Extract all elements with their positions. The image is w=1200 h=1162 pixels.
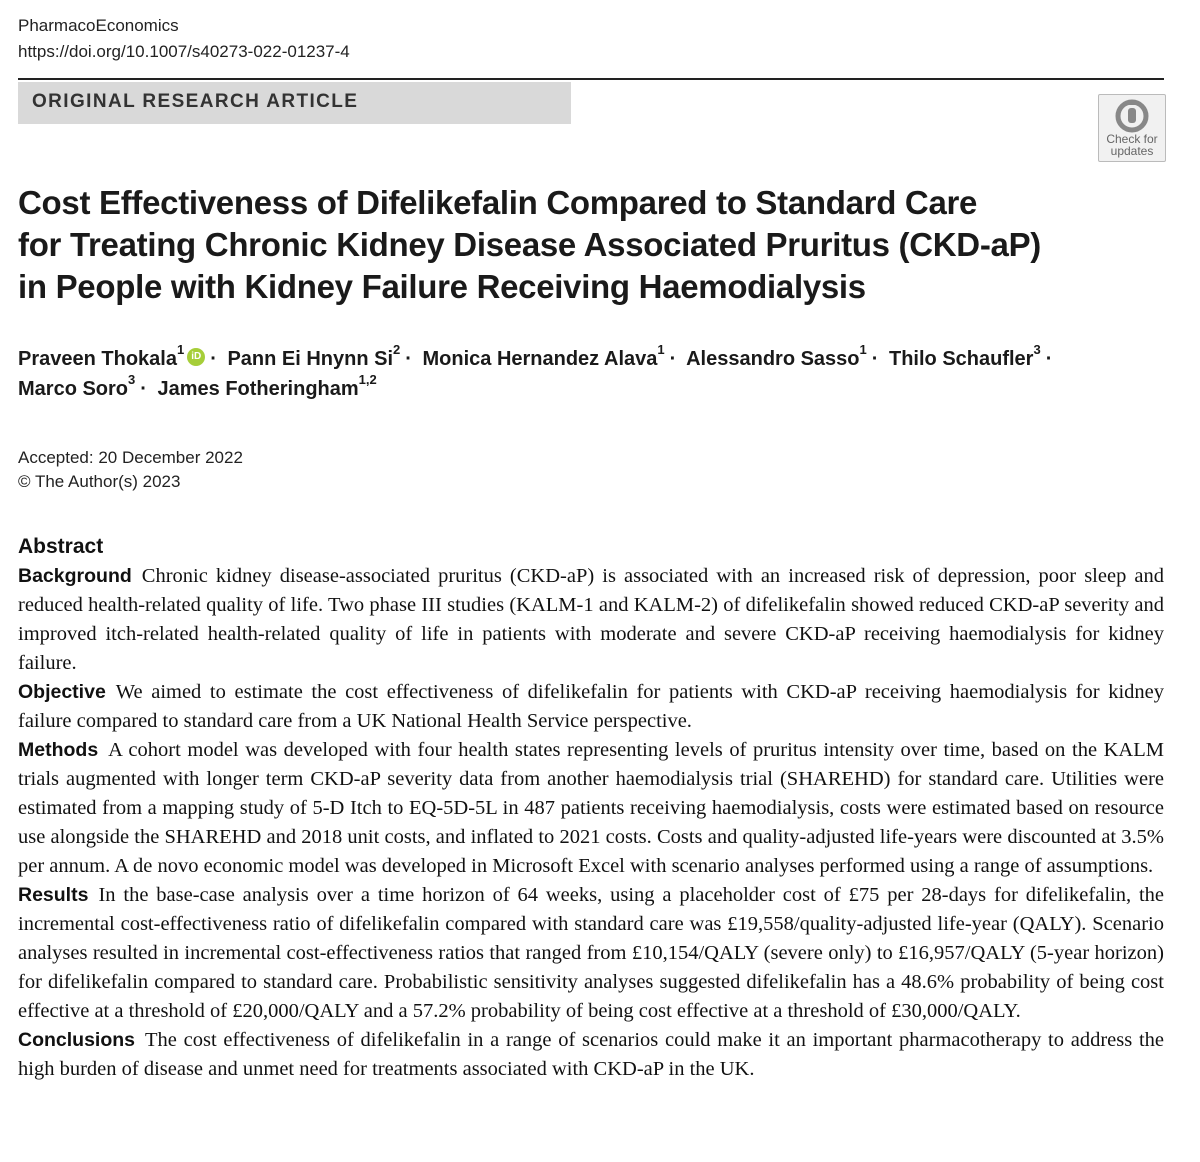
abstract-section-label: Background	[18, 565, 132, 587]
article-type-banner: ORIGINAL RESEARCH ARTICLE	[18, 82, 571, 124]
author-name[interactable]: Thilo Schaufler	[889, 348, 1034, 370]
author-name[interactable]: Marco Soro	[18, 378, 129, 400]
abstract-section-objective: Objective We aimed to estimate the cost e…	[18, 678, 1164, 736]
author-list: Praveen Thokala1 iD · Pann Ei Hnynn Si2 · M…	[18, 342, 1118, 404]
author-separator: ·	[871, 348, 879, 370]
title-line: in People with Kidney Failure Receiving …	[18, 268, 866, 305]
journal-name: PharmacoEconomics	[18, 16, 179, 35]
abstract-section-text: We aimed to estimate the cost effectiven…	[18, 681, 1164, 732]
abstract-section-background: Background Chronic kidney disease-associa…	[18, 562, 1164, 678]
author-name[interactable]: Pann Ei Hnynn Si	[227, 348, 394, 370]
author-name[interactable]: Monica Hernandez Alava	[422, 348, 658, 370]
title-line: for Treating Chronic Kidney Disease Asso…	[18, 226, 1041, 263]
author-affiliation: 3	[128, 372, 136, 388]
title-line: Cost Effectiveness of Difelikefalin Comp…	[18, 184, 978, 221]
check-updates-line2: updates	[1110, 144, 1154, 158]
orcid-icon[interactable]: iD	[187, 347, 206, 366]
author-affiliation: 1	[859, 342, 867, 358]
abstract-section-results: Results In the base-case analysis over a …	[18, 881, 1164, 1026]
author-separator: ·	[1045, 348, 1053, 370]
author-separator: ·	[669, 348, 677, 370]
author-affiliation: 3	[1033, 342, 1041, 358]
abstract-section-text: In the base-case analysis over a time ho…	[18, 884, 1164, 1022]
header-rule	[18, 78, 1164, 80]
abstract-section-conclusions: Conclusions The cost effectiveness of dif…	[18, 1026, 1164, 1084]
abstract-section-label: Results	[18, 884, 89, 906]
abstract-section-label: Objective	[18, 681, 106, 703]
doi-link[interactable]: https://doi.org/10.1007/s40273-022-01237…	[18, 42, 350, 61]
author-affiliation: 1	[657, 342, 665, 358]
author-separator: ·	[140, 378, 147, 400]
author-affiliation: 1	[176, 342, 185, 358]
accepted-date: Accepted: 20 December 2022	[18, 448, 243, 467]
check-for-updates-badge[interactable]: Check for updates	[1098, 94, 1166, 162]
abstract-section-text: Chronic kidney disease-associated prurit…	[18, 565, 1164, 674]
author-name[interactable]: Alessandro Sasso	[686, 348, 860, 370]
abstract-body: Background Chronic kidney disease-associa…	[18, 562, 1164, 1084]
author-affiliation: 1,2	[358, 372, 377, 388]
abstract-section-methods: Methods A cohort model was developed with…	[18, 736, 1164, 881]
check-updates-icon	[1115, 99, 1149, 133]
copyright-line: © The Author(s) 2023	[18, 472, 181, 491]
abstract-heading: Abstract	[18, 535, 104, 558]
abstract-section-label: Methods	[18, 739, 99, 761]
abstract-section-label: Conclusions	[18, 1029, 136, 1051]
article-title: Cost Effectiveness of Difelikefalin Comp…	[18, 182, 1118, 308]
abstract-section-text: A cohort model was developed with four h…	[18, 739, 1164, 877]
author-affiliation: 2	[393, 342, 401, 358]
author-separator: ·	[405, 348, 412, 370]
author-separator: ·	[210, 348, 217, 370]
author-name[interactable]: Praveen Thokala	[18, 348, 177, 370]
check-updates-line1: Check for	[1106, 132, 1158, 146]
abstract-section-text: The cost effectiveness of difelikefalin …	[18, 1029, 1164, 1080]
article-type-label: ORIGINAL RESEARCH ARTICLE	[32, 91, 359, 112]
author-name[interactable]: James Fotheringham	[157, 378, 359, 400]
